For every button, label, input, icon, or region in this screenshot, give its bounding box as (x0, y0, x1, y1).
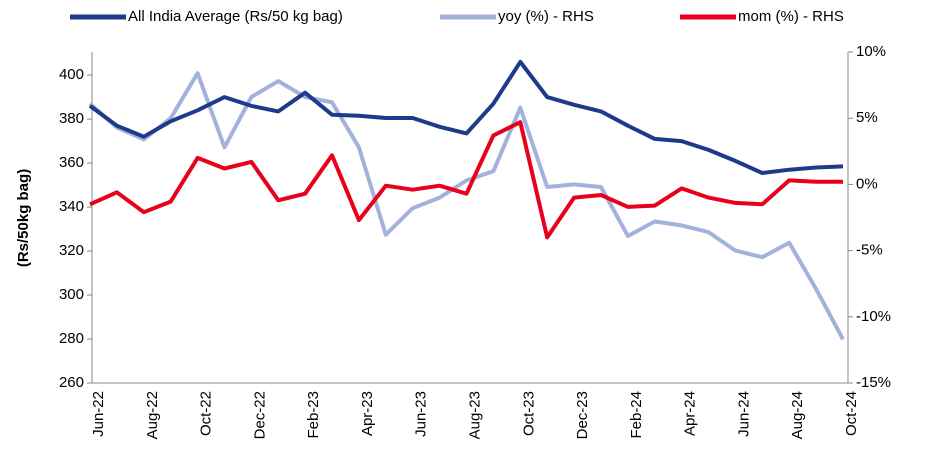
x-tick-label: Oct-22 (198, 391, 215, 436)
x-tick-label: Oct-23 (520, 391, 537, 436)
x-tick-label: Dec-23 (574, 391, 591, 439)
y-tick-label: 260 (59, 374, 84, 391)
y2-tick-label: 0% (856, 175, 878, 192)
x-tick-label: Feb-23 (305, 391, 322, 439)
y2-tick-label: -10% (856, 308, 891, 325)
x-tick-label: Aug-24 (789, 391, 806, 439)
series-line (88, 59, 844, 175)
y2-tick-label: -5% (856, 242, 883, 259)
y2-tick-label: 5% (856, 109, 878, 126)
y-tick-label: 400 (59, 66, 84, 83)
y2-tick-label: 10% (856, 43, 886, 60)
legend-label: mom (%) - RHS (738, 8, 844, 25)
y-tick-label: 340 (59, 198, 84, 215)
y-axis-label: (Rs/50kg bag) (15, 169, 32, 267)
y-tick-label: 280 (59, 330, 84, 347)
x-tick-label: Oct-24 (843, 391, 860, 436)
x-tick-label: Apr-24 (682, 391, 699, 436)
legend-label: yoy (%) - RHS (498, 8, 594, 25)
series-line (89, 120, 843, 240)
series-line (88, 71, 845, 341)
x-tick-label: Feb-24 (628, 391, 645, 439)
y-tick-label: 380 (59, 110, 84, 127)
x-tick-label: Jun-24 (735, 391, 752, 437)
y-tick-label: 360 (59, 154, 84, 171)
y-tick-label: 300 (59, 286, 84, 303)
x-tick-label: Aug-23 (466, 391, 483, 439)
y2-tick-label: -15% (856, 374, 891, 391)
legend-label: All India Average (Rs/50 kg bag) (128, 8, 343, 25)
x-tick-label: Apr-23 (359, 391, 376, 436)
x-tick-label: Jun-22 (90, 391, 107, 437)
y-tick-label: 320 (59, 242, 84, 259)
x-tick-label: Jun-23 (413, 391, 430, 437)
x-tick-label: Dec-22 (251, 391, 268, 439)
x-tick-label: Aug-22 (144, 391, 161, 439)
